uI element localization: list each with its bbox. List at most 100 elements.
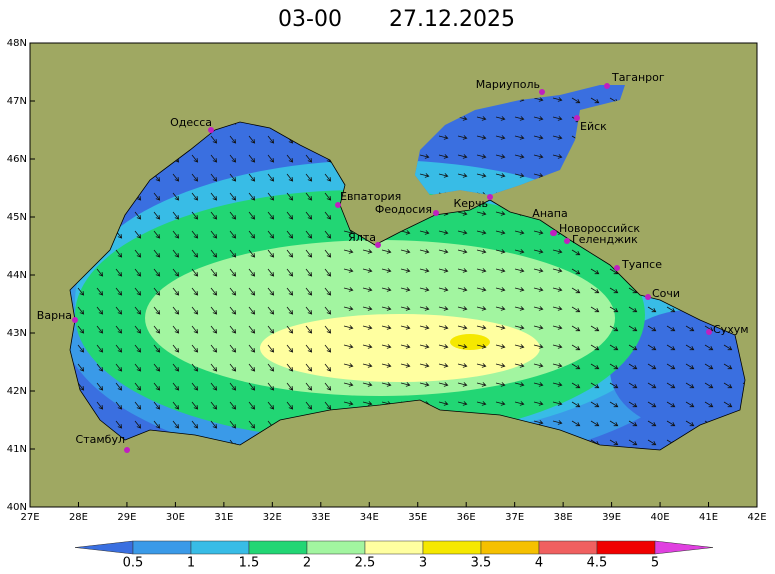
wind-arrow [210,401,218,410]
wind-arrow [533,325,544,330]
wind-arrow [343,382,354,387]
wind-arrow [248,211,256,220]
wind-arrow [438,154,449,159]
wind-arrow [210,249,218,258]
wind-arrow [476,135,487,140]
wind-arrow [723,344,733,351]
wind-arrow [533,306,544,311]
wind-arrow [628,306,638,313]
wind-arrow [571,420,581,427]
colorbar-segment [248,540,308,555]
wind-arrow [229,325,237,334]
wind-arrow [571,325,581,332]
wind-arrow [476,382,487,387]
wind-arrow [685,382,695,389]
wind-arrow [514,287,525,292]
colorbar-segment [538,540,598,555]
wind-arrow [400,268,411,273]
wind-arrow [400,325,411,330]
city-label: Одесса [170,116,212,129]
wind-arrow [324,382,332,391]
colorbar-label: 2 [303,556,311,571]
wind-arrow [457,154,468,159]
wind-arrow [533,135,544,140]
wind-arrow [267,192,275,201]
city-marker [375,242,381,248]
wind-arrow [438,287,449,292]
wind-arrow [457,401,468,406]
wind-arrow [229,344,237,353]
wind-arrow [153,420,161,429]
wind-arrow [476,401,487,406]
wind-arrow [609,420,619,427]
wind-arrow [476,116,487,121]
wind-arrow [666,382,676,389]
wind-arrow [685,344,695,351]
wind-arrow [552,268,563,273]
colorbar-label: 2.5 [355,556,376,571]
wind-arrow [248,363,256,372]
wind-arrow [210,135,218,144]
wind-arrow [134,306,142,315]
wind-arrow [533,97,544,102]
wind-arrow [533,173,544,178]
wind-arrow [134,363,142,372]
y-tick-label: 42N [7,386,27,397]
wind-arrow [381,287,392,292]
wind-arrow [210,173,218,182]
x-tick-label: 34E [360,512,379,523]
wind-arrow [267,344,275,353]
wind-arrow [172,306,180,315]
wind-arrow [343,287,354,292]
wind-arrow [495,382,506,387]
wind-arrow [248,420,256,429]
wind-arrow [533,249,544,254]
wind-arrow [590,287,600,294]
wind-arrow [495,249,506,254]
colorbar-label: 5 [651,556,659,571]
city-label: Туапсе [621,258,662,271]
wind-arrow [134,325,142,334]
wind-arrow [210,154,218,163]
wind-arrow [267,401,275,410]
wind-arrow [191,192,199,201]
wind-arrow [457,287,468,292]
wind-arrow [134,230,142,239]
city-marker [433,210,439,216]
wind-arrow [229,306,237,315]
wind-arrow [666,306,676,313]
wind-arrow [324,401,332,410]
wind-arrow [457,363,468,368]
wind-arrow [590,97,600,104]
wind-arrow [381,344,392,349]
colorbar-label: 4 [535,556,543,571]
wind-arrow [324,192,332,201]
wind-arrow [419,230,430,235]
wind-arrow [400,287,411,292]
wind-arrow [96,325,104,334]
wind-arrow [134,249,142,258]
wind-arrow [552,382,563,387]
x-tick-label: 27E [20,512,39,523]
axis-ticks: 27E 28E 29E 30E 31E 32E 33E 34E 35E 36E 37E 38E 39E 4… [7,38,767,523]
wind-arrow [172,230,180,239]
wind-arrow [438,363,449,368]
city-label: Феодосия [375,203,432,216]
wind-arrow [210,382,218,391]
wind-arrow [267,135,275,144]
wind-arrow [628,325,638,332]
city-marker [614,265,620,271]
wind-arrow [96,306,104,315]
wind-arrow [267,363,275,372]
wind-arrow [647,306,657,313]
wind-arrow [571,97,581,104]
wind-arrow [286,344,294,353]
x-tick-label: 36E [457,512,476,523]
wind-arrow [305,325,313,334]
city-label: Сочи [652,287,680,300]
wind-arrow [210,306,218,315]
wind-arrow [248,135,256,144]
wind-arrow [438,268,449,273]
wind-arrow [476,211,487,216]
